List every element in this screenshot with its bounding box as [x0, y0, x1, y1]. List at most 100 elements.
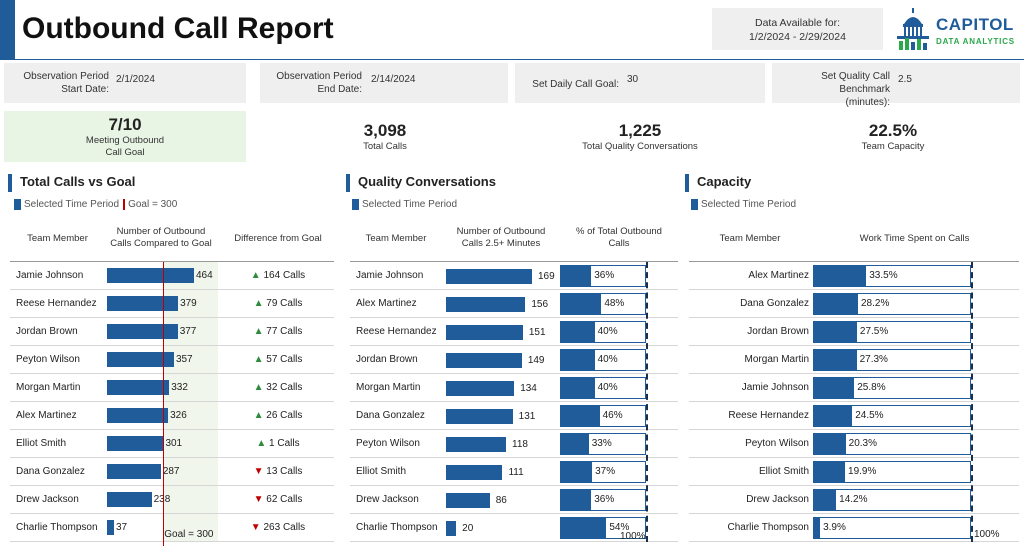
param-quality-benchmark[interactable]: Set Quality Call Benchmark (minutes): 2.… — [772, 63, 1020, 108]
capacity-frame: 14.2% — [813, 489, 971, 511]
max-reference-line — [646, 262, 648, 542]
triangle-up-icon: ▲ — [253, 410, 267, 421]
capacity-label: 28.2% — [860, 298, 890, 309]
quality-table-top-rule — [350, 261, 678, 262]
param-start-date[interactable]: Observation Period Start Date: 2/1/2024 — [4, 63, 246, 103]
table-row[interactable]: Charlie Thompson 3.9% — [689, 514, 1019, 542]
quality-panel-title: Quality Conversations — [346, 174, 496, 192]
table-row[interactable]: Reese Hernandez 24.5% — [689, 402, 1019, 430]
table-row[interactable]: Peyton Wilson 357 ▲ 57 Calls — [10, 346, 334, 374]
param-daily-goal[interactable]: Set Daily Call Goal: 30 — [515, 63, 765, 103]
table-row[interactable]: Peyton Wilson 20.3% — [689, 430, 1019, 458]
pct-fill — [561, 322, 595, 342]
diff-cell: ▲ 26 Calls — [222, 402, 334, 430]
quality-value-label: 131 — [518, 411, 536, 422]
diff-value: 1 Calls — [269, 438, 300, 449]
capacity-label: 24.5% — [855, 410, 884, 421]
table-row[interactable]: Alex Martinez 33.5% — [689, 262, 1019, 290]
table-row[interactable]: Elliot Smith 301 ▲ 1 Calls — [10, 430, 334, 458]
member-name: Peyton Wilson — [745, 438, 809, 449]
legend-selected-label: Selected Time Period — [24, 199, 120, 211]
table-row[interactable]: Alex Martinez 156 48% — [350, 290, 678, 318]
table-row[interactable]: Charlie Thompson 20 54% — [350, 514, 678, 542]
capacity-fill — [814, 462, 846, 482]
capacity-table-top-rule — [689, 261, 1019, 262]
capacity-fill — [814, 294, 858, 314]
triangle-up-icon: ▲ — [250, 270, 264, 281]
quality-bar — [446, 521, 457, 536]
table-row[interactable]: Morgan Martin 27.3% — [689, 346, 1019, 374]
legend-goal-label: Goal = 300 — [128, 199, 178, 211]
capitol-building-icon — [897, 8, 929, 50]
table-row[interactable]: Morgan Martin 332 ▲ 32 Calls — [10, 374, 334, 402]
table-row[interactable]: Jordan Brown 149 40% — [350, 346, 678, 374]
table-row[interactable]: Dana Gonzalez 131 46% — [350, 402, 678, 430]
pct-frame: 54% — [560, 517, 646, 539]
table-row[interactable]: Morgan Martin 134 40% — [350, 374, 678, 402]
diff-value: 32 Calls — [266, 382, 303, 393]
table-row[interactable]: Dana Gonzalez 28.2% — [689, 290, 1019, 318]
page-title: Outbound Call Report — [22, 12, 334, 45]
diff-cell: ▼ 13 Calls — [222, 458, 334, 486]
pct-label: 36% — [594, 494, 615, 505]
table-row[interactable]: Drew Jackson 86 36% — [350, 486, 678, 514]
table-row[interactable]: Jamie Johnson 464 ▲ 164 Calls — [10, 262, 334, 290]
calls-bar — [107, 464, 161, 479]
start-date-value[interactable]: 2/1/2024 — [116, 74, 155, 85]
calls-table-top-rule — [10, 261, 334, 262]
pct-label: 37% — [595, 466, 616, 477]
table-row[interactable]: Jamie Johnson 25.8% — [689, 374, 1019, 402]
pct-fill — [561, 350, 595, 370]
calls-bar — [107, 352, 174, 367]
table-row[interactable]: Reese Hernandez 151 40% — [350, 318, 678, 346]
table-row[interactable]: Elliot Smith 19.9% — [689, 458, 1019, 486]
capacity-frame: 19.9% — [813, 461, 971, 483]
end-date-label: Observation Period End Date: — [276, 71, 362, 95]
table-row[interactable]: Alex Martinez 326 ▲ 26 Calls — [10, 402, 334, 430]
pct-fill — [561, 266, 592, 286]
end-date-value[interactable]: 2/14/2024 — [371, 74, 416, 85]
quality-bar — [446, 297, 526, 312]
benchmark-value[interactable]: 2.5 — [898, 74, 912, 85]
member-name: Elliot Smith — [356, 466, 407, 477]
member-name: Jamie Johnson — [356, 270, 424, 281]
calls-value-label: 37 — [115, 522, 128, 533]
member-name: Alex Martinez — [748, 270, 809, 281]
pct-label: 36% — [594, 270, 615, 281]
table-row[interactable]: Reese Hernandez 379 ▲ 79 Calls — [10, 290, 334, 318]
benchmark-label: Set Quality Call Benchmark (minutes): — [821, 71, 890, 108]
capacity-frame: 27.5% — [813, 321, 971, 343]
table-row[interactable]: Dana Gonzalez 287 ▼ 13 Calls — [10, 458, 334, 486]
calls-bar — [107, 296, 179, 311]
daily-goal-value[interactable]: 30 — [627, 74, 639, 85]
param-end-date[interactable]: Observation Period End Date: 2/14/2024 — [260, 63, 508, 103]
table-row[interactable]: Drew Jackson 14.2% — [689, 486, 1019, 514]
member-name: Jordan Brown — [16, 326, 78, 337]
quality-value-label: 86 — [495, 495, 507, 506]
pct-frame: 40% — [560, 377, 646, 399]
calls-col-count: Number of Outbound Calls Compared to Goa… — [110, 226, 212, 249]
table-row[interactable]: Charlie Thompson 37 ▼ 263 Calls — [10, 514, 334, 542]
max-reference-line — [971, 262, 973, 542]
availability-label: Data Available for: — [754, 17, 841, 29]
capacity-fill — [814, 518, 821, 538]
table-row[interactable]: Elliot Smith 111 37% — [350, 458, 678, 486]
calls-panel-title: Total Calls vs Goal — [8, 174, 135, 192]
table-row[interactable]: Jamie Johnson 169 36% — [350, 262, 678, 290]
table-row[interactable]: Drew Jackson 238 ▼ 62 Calls — [10, 486, 334, 514]
capacity-panel-title: Capacity — [685, 174, 751, 192]
capacity-label: 20.3% — [848, 438, 878, 449]
diff-cell: ▲ 57 Calls — [222, 346, 334, 374]
table-row[interactable]: Peyton Wilson 118 33% — [350, 430, 678, 458]
table-row[interactable]: Jordan Brown 377 ▲ 77 Calls — [10, 318, 334, 346]
daily-goal-label: Set Daily Call Goal: — [532, 79, 619, 90]
member-name: Morgan Martin — [356, 382, 421, 393]
diff-value: 263 Calls — [263, 522, 306, 533]
member-name: Alex Martinez — [356, 298, 417, 309]
quality-bar — [446, 353, 522, 368]
diff-value: 13 Calls — [266, 466, 303, 477]
table-row[interactable]: Jordan Brown 27.5% — [689, 318, 1019, 346]
calls-value-label: 287 — [162, 466, 180, 477]
pct-label: 48% — [604, 298, 625, 309]
pct-frame: 40% — [560, 321, 646, 343]
